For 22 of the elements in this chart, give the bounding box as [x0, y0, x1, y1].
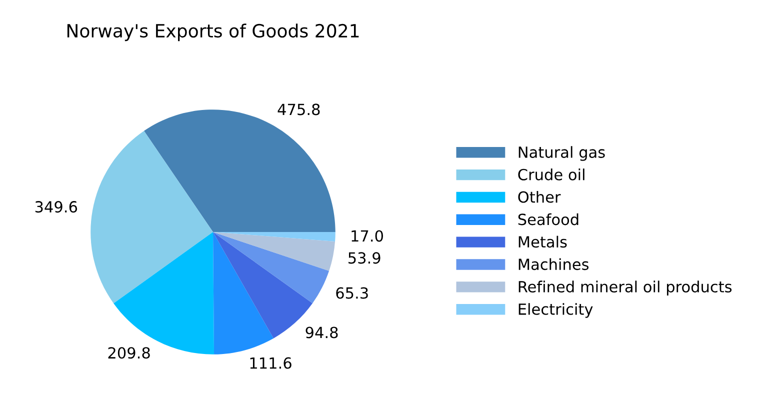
legend-label: Electricity: [518, 303, 593, 318]
legend-label: Machines: [518, 258, 589, 270]
pie-slice: [90, 130, 213, 304]
data-label: 209.8: [108, 347, 150, 359]
pie-slice: [213, 232, 330, 304]
legend-label: Crude oil: [518, 168, 584, 180]
data-label: 475.8: [278, 104, 320, 116]
chart-title: Norway's Exports of Goods 2021: [67, 24, 359, 42]
data-label: 17.0: [352, 230, 383, 242]
data-label: 53.9: [348, 252, 380, 264]
pie-slice: [213, 232, 274, 354]
data-label: 111.6: [250, 357, 292, 369]
legend-label: Seafood: [518, 213, 578, 226]
pie-slice: [213, 232, 336, 271]
legend-label: Natural gas: [518, 146, 605, 161]
data-label: 65.3: [336, 287, 368, 299]
data-label: 94.8: [306, 326, 338, 338]
pie-slice: [213, 232, 336, 242]
legend-label: Metals: [518, 236, 567, 248]
data-label: 349.6: [35, 201, 78, 213]
legend-label: Other: [518, 190, 561, 203]
legend-label: Refined mineral oil products: [518, 280, 732, 296]
